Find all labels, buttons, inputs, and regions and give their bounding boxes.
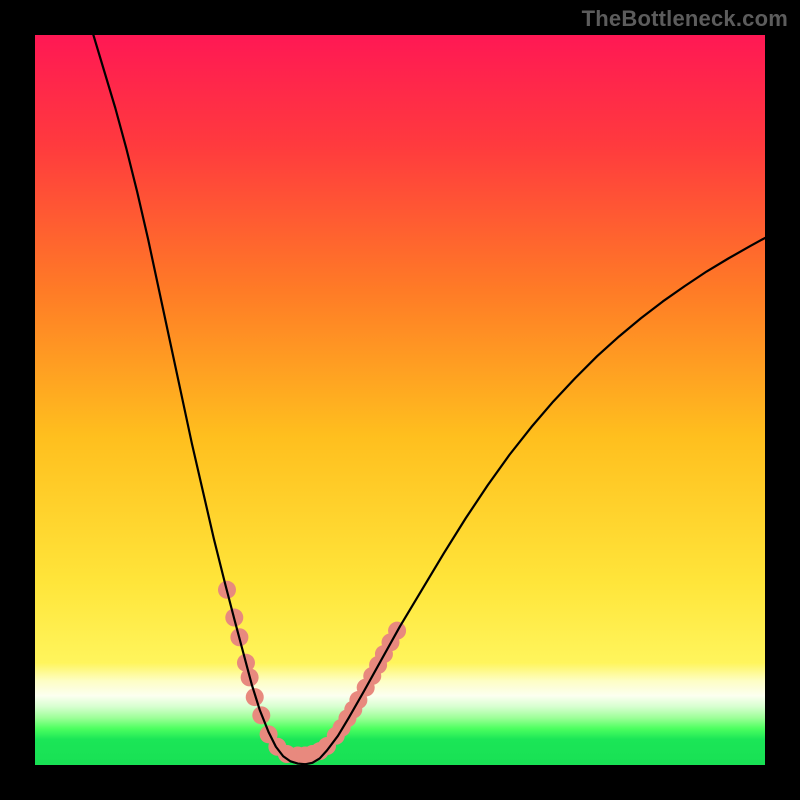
chart-frame: TheBottleneck.com — [0, 0, 800, 800]
plot-svg — [35, 35, 765, 765]
gradient-background — [35, 35, 765, 765]
plot-area — [35, 35, 765, 765]
watermark-label: TheBottleneck.com — [582, 6, 788, 32]
